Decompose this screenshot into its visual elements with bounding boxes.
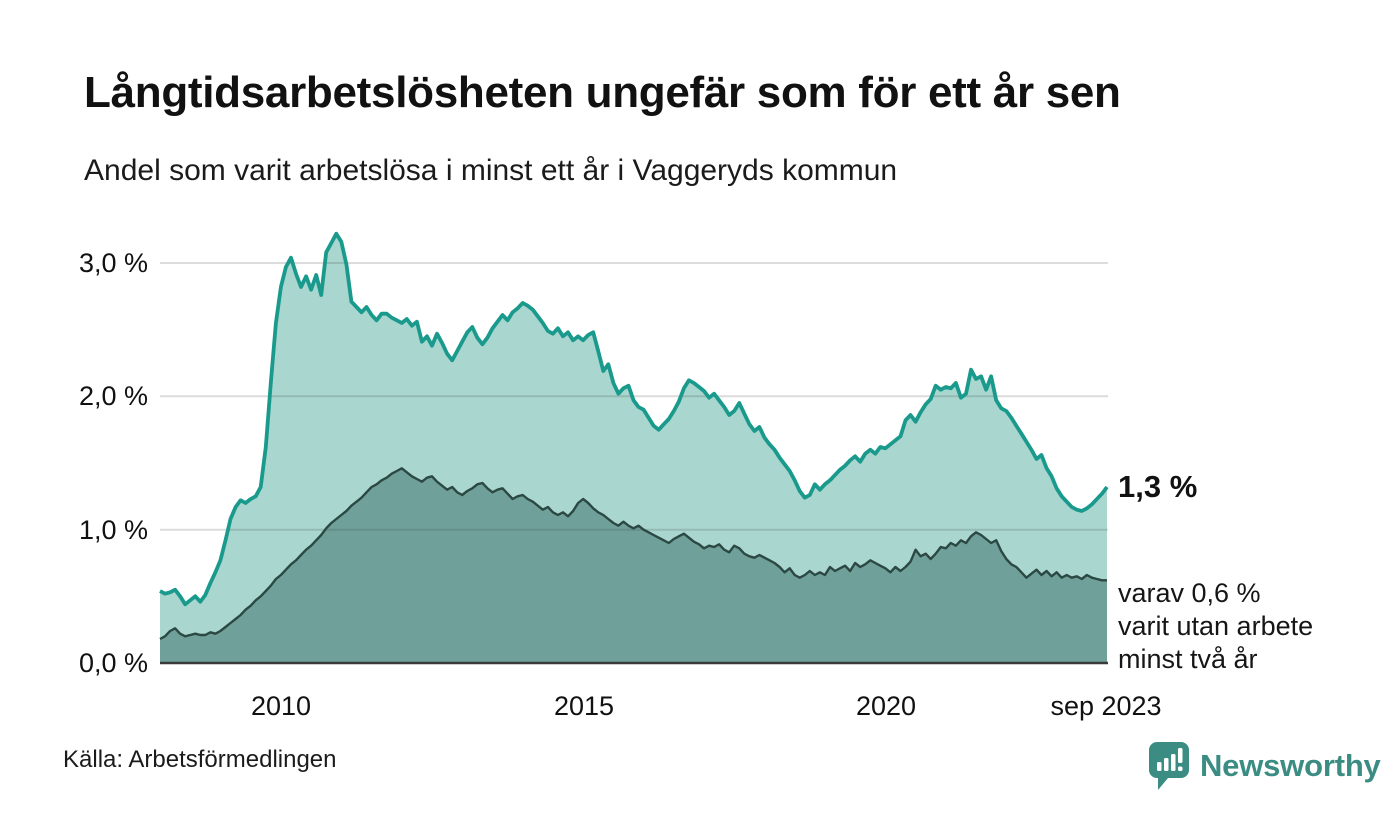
two-year-annotation-line1: varav 0,6 % (1118, 578, 1261, 608)
page-title: Långtidsarbetslösheten ungefär som för e… (84, 68, 1121, 117)
series-total-line (159, 231, 1109, 607)
x-tick-label-2020: 2020 (855, 691, 917, 721)
two-year-annotation-line2: varit utan arbete (1118, 611, 1314, 641)
latest-total-annotation: 1,3 % (1118, 469, 1198, 504)
y-tick-label-2: 2,0 % (78, 381, 148, 411)
y-tick-label-1: 1,0 % (78, 515, 148, 545)
series-two-year-line (159, 467, 1107, 641)
source-caption: Källa: Arbetsförmedlingen (63, 746, 337, 773)
x-tick-label-sep-2023: sep 2023 (1050, 691, 1162, 721)
newsworthy-logo-icon (1149, 742, 1189, 790)
x-tick-label-2015: 2015 (553, 691, 615, 721)
series-two-year-area (160, 468, 1107, 663)
two-year-annotation-line3: minst två år (1118, 644, 1258, 674)
y-tick-label-3: 3,0 % (78, 248, 148, 278)
newsworthy-logo-text: Newsworthy (1200, 748, 1381, 783)
x-tick-label-2010: 2010 (250, 691, 312, 721)
newsworthy-logo: Newsworthy (1146, 740, 1381, 792)
two-year-annotation: varav 0,6 % varit utan arbete minst två … (1118, 577, 1313, 676)
y-tick-label-0: 0,0 % (78, 648, 148, 678)
page-subtitle: Andel som varit arbetslösa i minst ett å… (84, 154, 898, 187)
